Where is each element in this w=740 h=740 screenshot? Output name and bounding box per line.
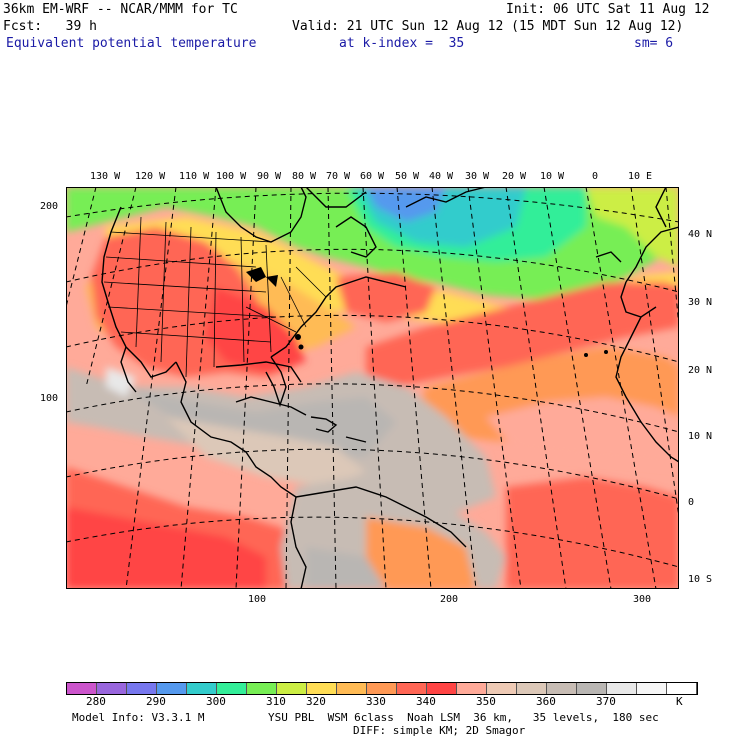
lat-label: 0 [688,497,695,508]
colorbar-label: 350 [476,695,496,708]
grid-x-label: 100 [248,594,267,605]
lat-label: 30 N [688,297,713,308]
coastlines [101,187,679,589]
colorbar-swatch [127,683,157,694]
colorbar-label: 300 [206,695,226,708]
lon-label: 10 E [628,171,653,182]
colorbar-label: 360 [536,695,556,708]
model-title: 36km EM-WRF -- NCAR/MMM for TC [3,2,238,17]
colorbar-swatch [307,683,337,694]
colorbar-swatch [157,683,187,694]
colorbar-swatch [187,683,217,694]
colorbar-swatch [637,683,667,694]
init-time: Init: 06 UTC Sat 11 Aug 12 [506,2,710,17]
lon-label: 50 W [395,171,420,182]
colorbar-swatch [667,683,697,694]
colorbar-label: 330 [366,695,386,708]
level-label: at k-index = 35 [339,36,465,51]
lon-label: 0 [592,171,599,182]
colorbar-swatch [517,683,547,694]
colorbar-swatch [97,683,127,694]
lon-label: 30 W [465,171,490,182]
colorbar-swatch [337,683,367,694]
colorbar-swatch [547,683,577,694]
lakes [246,267,608,357]
lat-label: 40 N [688,229,713,240]
colorbar-swatch [67,683,97,694]
colorbar-label: 320 [306,695,326,708]
grid-x-label: 200 [440,594,459,605]
colorbar-swatch [367,683,397,694]
forecast-hour: Fcst: 39 h [3,19,97,34]
colorbar-swatch [457,683,487,694]
state-borders [103,216,327,378]
field-regions [66,187,679,589]
lat-label: 10 S [688,574,713,585]
colorbar-swatch [427,683,457,694]
lat-label: 20 N [688,365,713,376]
smoothing-label: sm= 6 [634,36,674,51]
colorbar-label: 340 [416,695,436,708]
field-name: Equivalent potential temperature [6,36,257,51]
diffusion-info: DIFF: simple KM; 2D Smagor [353,724,526,737]
lon-label: 40 W [429,171,454,182]
colorbar-swatch [247,683,277,694]
colorbar-swatch [397,683,427,694]
colorbar [66,682,698,695]
grid-y-label: 200 [40,201,59,212]
grid-x-label: 300 [633,594,652,605]
lon-label: 60 W [360,171,385,182]
colorbar-swatch [607,683,637,694]
lat-label: 10 N [688,431,713,442]
lon-label: 70 W [326,171,351,182]
colorbar-label: 280 [86,695,106,708]
lon-label: 20 W [502,171,527,182]
lon-label: 10 W [540,171,565,182]
colorbar-swatch [217,683,247,694]
colorbar-swatch [577,683,607,694]
lon-label: 100 W [216,171,247,182]
lon-label: 120 W [135,171,166,182]
valid-time: Valid: 21 UTC Sun 12 Aug 12 (15 MDT Sun … [292,19,684,34]
lon-label: 110 W [179,171,210,182]
colorbar-label: 310 [266,695,286,708]
physics-info: YSU PBL WSM 6class Noah LSM 36 km, 35 le… [268,711,659,724]
colorbar-unit: K [676,695,683,708]
model-info: Model Info: V3.3.1 M [72,711,205,724]
graticule [66,187,679,589]
theta-e-map [66,187,679,589]
colorbar-label: 370 [596,695,616,708]
lon-label: 80 W [292,171,317,182]
colorbar-swatch [277,683,307,694]
colorbar-label: 290 [146,695,166,708]
colorbar-swatch [487,683,517,694]
map-canvas [66,187,679,589]
lon-label: 130 W [90,171,121,182]
lon-label: 90 W [257,171,282,182]
grid-y-label: 100 [40,393,59,404]
